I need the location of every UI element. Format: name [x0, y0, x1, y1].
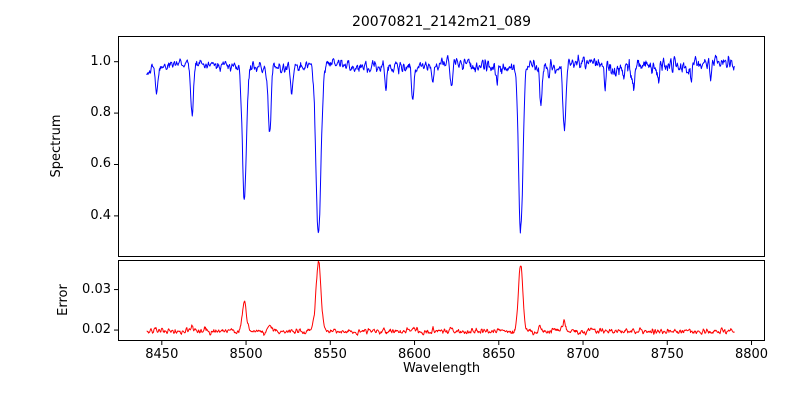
error-panel-ytick-label: 0.03: [82, 281, 111, 297]
spectrum-panel-ytick-label: 1.0: [90, 53, 111, 69]
spectrum-panel-ytick-label: 0.6: [90, 156, 111, 172]
error-plot-area: [114, 260, 765, 345]
x-tick-label: 8500: [229, 347, 263, 362]
spectrum-panel-line: [146, 54, 735, 234]
x-tick-label: 8800: [734, 347, 769, 362]
error-panel-spines: [118, 260, 765, 341]
chart-title: 20070821_2142m21_089: [351, 14, 532, 30]
x-tick-label: 8550: [313, 347, 347, 362]
x-tick-label: 8600: [397, 347, 432, 362]
x-tick-label: 8650: [482, 347, 516, 362]
spectrum-plot: [114, 36, 765, 257]
x-tick-label: 8700: [566, 347, 600, 362]
wavelength-axis-label: Wavelength: [402, 361, 481, 376]
error-panel-ytick-label: 0.02: [82, 322, 111, 338]
spectrum-axis-label: Spectrum: [49, 114, 64, 178]
x-tick-label: 8750: [650, 347, 684, 362]
spectrum-plot-area: [114, 36, 765, 257]
spectrum-panel-ytick-label: 0.8: [90, 105, 111, 121]
error-axis-label: Error: [56, 284, 71, 316]
error-panel-line: [146, 260, 735, 336]
spectrum-panel-spines: [118, 36, 765, 257]
error-plot: [114, 260, 765, 345]
spectrum-panel-ytick-label: 0.4: [90, 207, 111, 223]
x-tick-label: 8450: [145, 347, 179, 362]
